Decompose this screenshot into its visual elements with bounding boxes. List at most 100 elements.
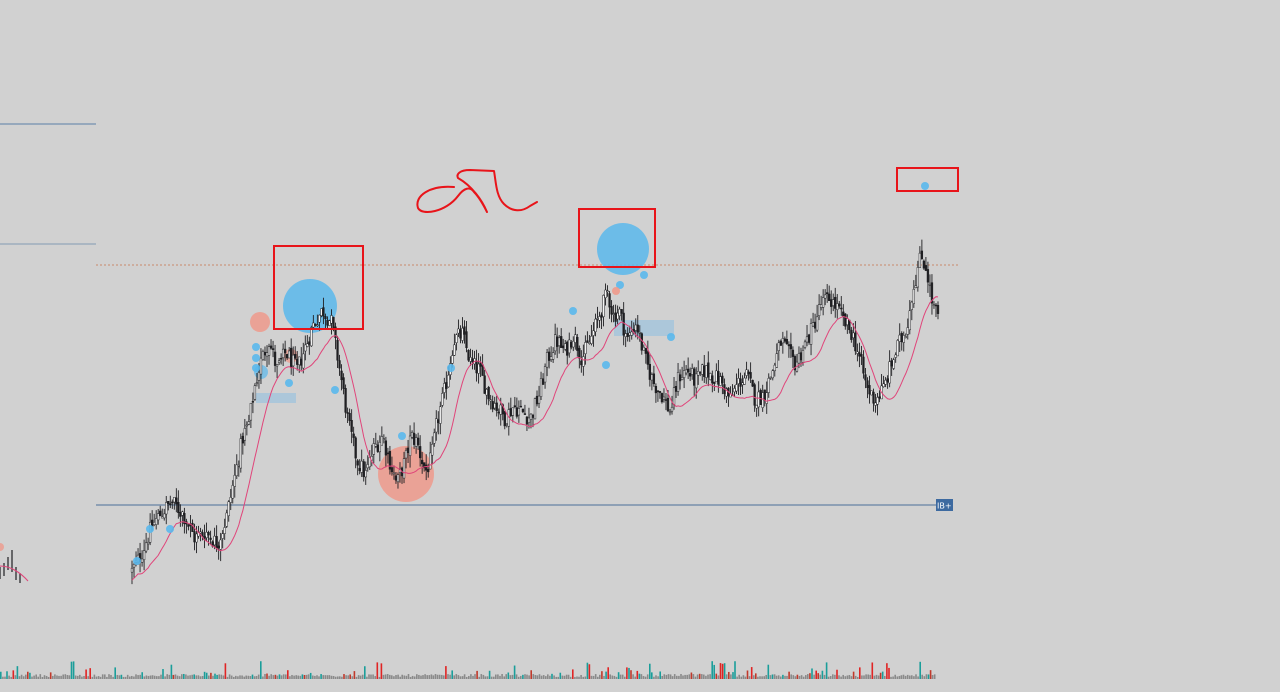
candle xyxy=(898,323,901,352)
candle xyxy=(209,530,212,545)
candle xyxy=(443,377,446,399)
volume-bar xyxy=(58,675,60,679)
candle-body xyxy=(918,252,922,268)
annotation-box-top-right[interactable] xyxy=(896,167,959,192)
candle-body xyxy=(586,340,589,343)
candle-body xyxy=(132,563,136,568)
candle xyxy=(265,345,269,367)
candle-body xyxy=(330,315,333,324)
candle-body xyxy=(922,260,926,269)
candle-body xyxy=(840,307,843,310)
signal-marker xyxy=(602,361,610,369)
candle xyxy=(366,455,369,472)
candle-body xyxy=(425,464,428,471)
candle xyxy=(471,349,474,370)
candle-body xyxy=(380,436,384,446)
volume-bar xyxy=(536,675,539,679)
volume-bar xyxy=(709,674,711,679)
candle-body xyxy=(610,306,613,315)
candle xyxy=(235,454,238,480)
volume-bar xyxy=(416,674,418,679)
candle-body xyxy=(910,301,913,310)
volume-bar xyxy=(401,674,403,679)
candle-body xyxy=(394,475,398,481)
volume-bar xyxy=(424,674,426,679)
candle-body xyxy=(159,510,162,517)
candle-body xyxy=(892,359,895,369)
candle-body xyxy=(412,432,416,445)
candle-body xyxy=(283,348,287,354)
volume-bar xyxy=(472,675,474,679)
candle-body xyxy=(926,269,930,283)
candle xyxy=(255,372,259,387)
candle-body xyxy=(906,327,909,335)
moving-average-line xyxy=(131,296,939,581)
candle-body xyxy=(310,327,313,347)
volume-bar xyxy=(409,676,412,679)
candle-body xyxy=(340,370,343,381)
volume-bar xyxy=(131,675,133,679)
candle xyxy=(733,385,736,398)
candle xyxy=(769,376,772,380)
candle-body xyxy=(277,360,281,363)
candle-body xyxy=(382,438,386,440)
volume-bar xyxy=(750,667,753,679)
candle xyxy=(356,459,359,476)
candle-body xyxy=(630,331,633,336)
candle-body xyxy=(689,373,692,377)
candle-body xyxy=(735,384,738,392)
volume-bar xyxy=(407,674,410,679)
volume-bar xyxy=(99,676,102,679)
candle xyxy=(457,319,460,337)
candle xyxy=(241,432,244,455)
candle xyxy=(537,385,541,408)
volume-bar xyxy=(794,676,797,679)
candle-body xyxy=(650,374,654,381)
volume-bar xyxy=(230,675,233,679)
volume-bar xyxy=(403,675,406,679)
signal-marker xyxy=(166,525,174,533)
candle-body xyxy=(854,332,857,352)
volume-bar xyxy=(249,676,252,679)
signal-marker xyxy=(252,354,260,362)
volume-bar xyxy=(840,676,842,679)
candle xyxy=(874,393,877,413)
candle xyxy=(699,371,702,377)
candle xyxy=(408,425,412,468)
volume-bar xyxy=(222,675,225,679)
candle-body xyxy=(753,384,756,406)
candle-body xyxy=(302,353,305,369)
volume-bar xyxy=(191,674,193,679)
candle-body xyxy=(882,383,885,387)
candle-body xyxy=(781,338,784,344)
candle-body xyxy=(578,348,581,359)
volume-bar xyxy=(906,674,909,679)
candle xyxy=(926,261,930,293)
candle xyxy=(689,367,692,382)
candle xyxy=(342,373,345,395)
candle-body xyxy=(809,323,813,345)
candle xyxy=(517,400,521,423)
volume-bar xyxy=(669,674,672,679)
volume-bar xyxy=(569,676,572,679)
candle-body xyxy=(850,329,853,340)
candle-body xyxy=(598,316,601,321)
candle xyxy=(231,480,234,504)
candle xyxy=(785,330,789,345)
annotation-box-top-left[interactable] xyxy=(273,245,364,330)
candle xyxy=(703,355,706,383)
candle xyxy=(844,313,847,330)
candle-body xyxy=(322,307,325,317)
candle xyxy=(910,300,913,321)
candle-body xyxy=(453,344,456,356)
volume-bar xyxy=(463,674,466,679)
candle-body xyxy=(699,372,702,374)
support-line-tag[interactable] xyxy=(936,499,953,511)
volume-bar xyxy=(43,675,46,679)
candle xyxy=(396,472,400,489)
candle xyxy=(705,365,708,384)
annotation-box-top-middle[interactable] xyxy=(578,208,656,268)
candle xyxy=(936,301,940,320)
candle-body xyxy=(519,405,523,408)
candle-body xyxy=(703,365,706,377)
